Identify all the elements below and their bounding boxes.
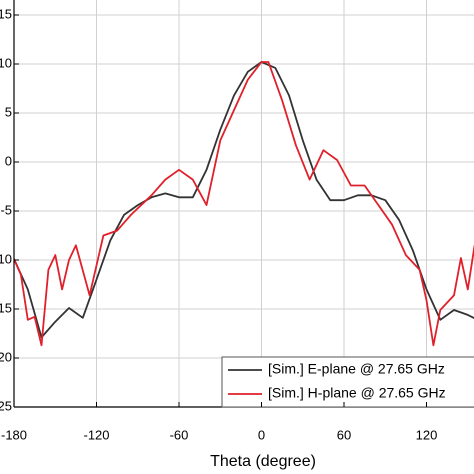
- legend: [Sim.] E-plane @ 27.65 GHz [Sim.] H-plane…: [221, 356, 474, 408]
- y-tick-label: 15: [0, 6, 12, 21]
- y-tick-label: 0: [5, 153, 12, 168]
- y-tick-label: -5: [0, 202, 12, 217]
- y-tick-label: -25: [0, 398, 12, 413]
- series-line: [14, 61, 474, 339]
- legend-box: [221, 356, 474, 408]
- grid: [14, 0, 474, 407]
- plot-area: [14, 61, 474, 347]
- x-tick-label: 0: [258, 427, 265, 442]
- x-tick-label: -180: [1, 427, 27, 442]
- legend-label: [Sim.] E-plane @ 27.65 GHz: [268, 361, 445, 377]
- y-tick-label: 5: [5, 104, 12, 119]
- x-axis-label: Theta (degree): [210, 453, 316, 470]
- y-tick-label: -10: [0, 251, 12, 266]
- y-tick-label: -15: [0, 300, 12, 315]
- y-tick-label: -20: [0, 349, 12, 364]
- x-tick-label: -60: [170, 427, 189, 442]
- x-tick-label: -120: [83, 427, 109, 442]
- series-line: [14, 61, 474, 347]
- legend-label: [Sim.] H-plane @ 27.65 GHz: [268, 385, 446, 401]
- y-tick-label: 10: [0, 55, 12, 70]
- x-tick-label: 120: [416, 427, 438, 442]
- x-tick-label: 60: [337, 427, 351, 442]
